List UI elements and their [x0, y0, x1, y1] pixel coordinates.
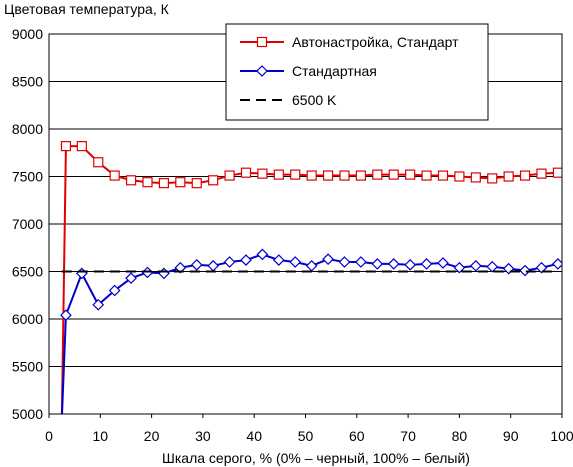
data-point: [125, 272, 137, 284]
data-point: [437, 170, 449, 181]
data-point: [240, 167, 252, 178]
y-tick-label: 7000: [12, 216, 43, 232]
data-point: [420, 258, 433, 270]
data-point: [487, 173, 498, 184]
y-tick-label: 5500: [12, 359, 43, 375]
data-point: [338, 256, 351, 268]
series-line: [61, 253, 559, 414]
data-point: [109, 170, 120, 181]
x-tick-label: 100: [550, 428, 573, 444]
data-point: [306, 170, 317, 181]
data-point: [125, 175, 137, 186]
data-point: [290, 169, 301, 180]
data-point: [60, 309, 72, 322]
legend-label: 6500 K: [292, 92, 337, 108]
data-point: [470, 172, 481, 183]
data-point: [454, 171, 465, 182]
data-point: [76, 141, 87, 152]
data-point: [108, 284, 121, 297]
data-point: [158, 267, 170, 280]
data-point: [272, 254, 285, 266]
data-point: [158, 178, 170, 189]
series-line: [60, 145, 558, 414]
data-point: [372, 169, 383, 180]
data-point: [191, 178, 202, 189]
legend-marker: [256, 36, 268, 48]
data-point: [322, 170, 334, 181]
y-tick-label: 6500: [12, 264, 43, 280]
data-point: [519, 264, 531, 277]
gridlines: [49, 81, 562, 367]
data-point: [405, 169, 416, 180]
x-tick-label: 60: [349, 428, 365, 444]
legend-label: Автонастройка, Стандарт: [292, 34, 459, 50]
data-point: [339, 170, 350, 181]
data-point: [355, 170, 367, 181]
data-point: [60, 141, 72, 152]
x-tick-label: 30: [195, 428, 211, 444]
data-point: [224, 170, 235, 181]
x-tick-label: 0: [45, 428, 53, 444]
data-point: [469, 259, 482, 272]
data-point: [322, 253, 334, 265]
data-point: [552, 258, 562, 270]
legend-marker: [256, 65, 268, 77]
data-point: [175, 177, 186, 188]
data-point: [371, 258, 384, 270]
data-point: [93, 157, 104, 168]
data-point: [75, 267, 88, 280]
x-tick-label: 40: [246, 428, 262, 444]
data-point: [207, 259, 220, 272]
x-tick-label: 50: [298, 428, 314, 444]
data-point: [273, 169, 284, 180]
series-diamond: [60, 248, 562, 414]
data-point: [257, 168, 268, 179]
x-tick-label: 90: [503, 428, 519, 444]
data-point: [256, 248, 269, 261]
data-point: [142, 177, 153, 188]
data-point: [421, 170, 432, 181]
y-tick-label: 7500: [12, 169, 43, 185]
legend: Автонастройка, Стандарт Стандартная 6500 K: [225, 23, 489, 121]
series-square: [60, 141, 562, 414]
chart-title: Цветовая температура, К: [4, 1, 170, 17]
data-point: [404, 259, 417, 271]
data-point: [387, 258, 400, 270]
data-point: [240, 254, 252, 266]
data-point: [552, 167, 562, 178]
data-point: [92, 298, 105, 311]
data-point: [190, 259, 203, 271]
data-point: [503, 171, 514, 182]
x-tick-label: 20: [144, 428, 160, 444]
data-point: [305, 259, 318, 272]
data-point: [486, 260, 499, 273]
x-tick-label: 70: [400, 428, 416, 444]
x-axis-ticks: 0 10 20 30 40 50 60 70 80 90 100: [45, 414, 573, 444]
y-tick-label: 5000: [12, 406, 43, 422]
x-axis-label: Шкала серого, % (0% – черный, 100% – бел…: [162, 450, 470, 466]
y-axis-ticks: 5000 5500 6000 6500 7000 7500 8000 8500 9000: [12, 26, 43, 422]
data-point: [519, 170, 531, 181]
y-tick-label: 8000: [12, 121, 43, 137]
data-point: [388, 169, 399, 180]
y-tick-label: 6000: [12, 311, 43, 327]
x-tick-label: 80: [452, 428, 468, 444]
data-point: [174, 261, 187, 274]
y-tick-label: 8500: [12, 74, 43, 90]
data-point: [437, 257, 449, 269]
y-tick-label: 9000: [12, 26, 43, 42]
data-point: [453, 261, 466, 274]
data-point: [223, 256, 236, 268]
data-point: [536, 168, 547, 179]
data-point: [535, 261, 548, 274]
plot-area: [60, 141, 562, 414]
data-point: [208, 175, 219, 186]
legend-label: Стандартная: [292, 63, 377, 79]
data-point: [289, 256, 302, 268]
x-tick-label: 10: [93, 428, 109, 444]
data-point: [355, 256, 367, 268]
